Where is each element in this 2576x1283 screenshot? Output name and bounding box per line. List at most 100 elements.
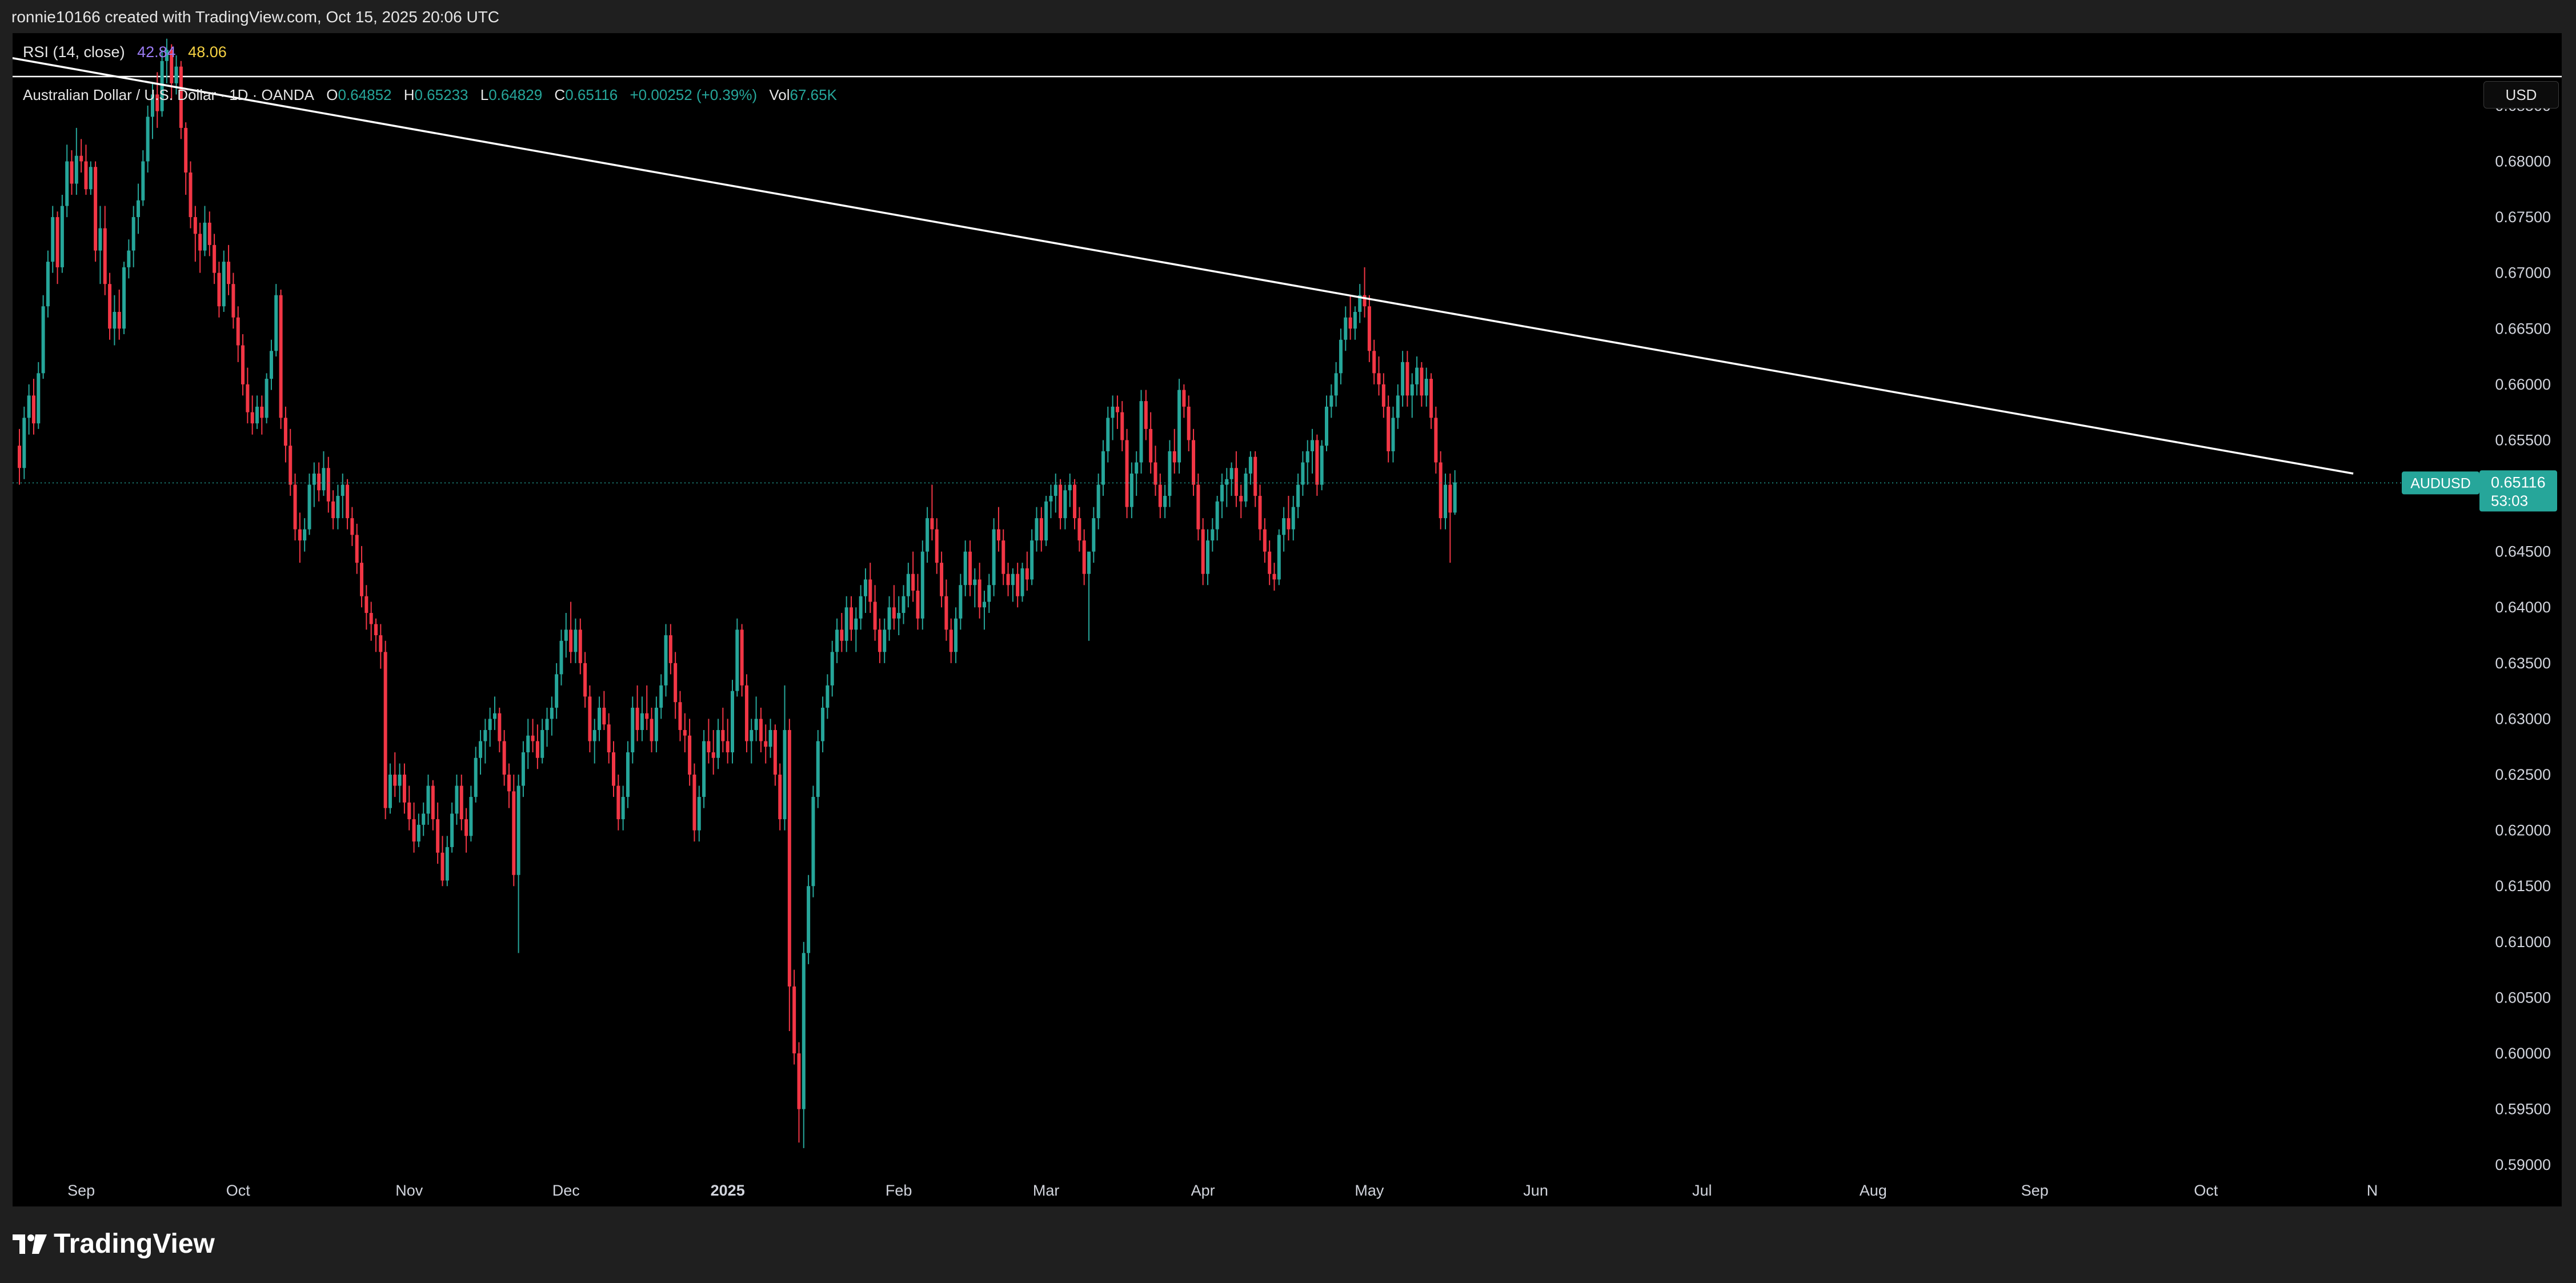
candle-body	[631, 707, 635, 752]
candle	[996, 507, 1000, 552]
candle	[977, 563, 981, 619]
candle	[1096, 474, 1100, 530]
y-axis-tick-label: 0.59500	[2495, 1101, 2551, 1118]
candle	[1268, 540, 1272, 586]
candle-body	[1087, 551, 1091, 574]
candle-body	[203, 222, 207, 251]
x-axis-tick-label: Jul	[1692, 1182, 1712, 1199]
candle	[697, 785, 701, 842]
candle-body	[555, 674, 559, 708]
candle-body	[98, 228, 102, 251]
candle-body	[1168, 451, 1172, 496]
candle	[184, 122, 188, 195]
symbol-legend[interactable]: Australian Dollar / U.S. Dollar · 1D · O…	[23, 86, 845, 104]
candle-body	[1339, 339, 1343, 374]
candle	[1125, 428, 1129, 519]
candle-body	[184, 127, 188, 173]
candle-body	[811, 797, 815, 887]
candle-body	[426, 785, 430, 814]
candle-body	[207, 222, 211, 245]
candle	[283, 406, 287, 463]
candle-body	[1282, 518, 1286, 535]
candle	[41, 295, 45, 379]
candle-body	[574, 630, 578, 652]
candle	[369, 602, 373, 641]
currency-selector[interactable]: USD	[2483, 81, 2559, 109]
candle	[688, 719, 692, 786]
y-axis-tick-label: 0.67000	[2495, 264, 2551, 282]
trendline[interactable]	[13, 57, 2354, 475]
candle-body	[977, 579, 981, 608]
candle-body	[1424, 379, 1428, 396]
candle	[740, 624, 744, 697]
rsi-value-2: 48.06	[188, 43, 227, 61]
x-axis-tick-label: Nov	[395, 1182, 423, 1199]
candle-body	[859, 596, 863, 619]
candle	[830, 640, 834, 697]
candle	[407, 785, 411, 831]
rsi-value-1: 42.84	[137, 43, 176, 61]
candle	[526, 719, 530, 769]
candle-body	[307, 484, 311, 530]
candle	[165, 38, 169, 83]
candle	[916, 574, 920, 630]
candle	[1149, 412, 1153, 474]
candlestick-chart[interactable]: 0.685000.680000.675000.670000.665000.660…	[13, 33, 2562, 1206]
candle	[1039, 507, 1043, 552]
candle	[1030, 529, 1034, 586]
candle-body	[1405, 362, 1409, 396]
candle-body	[1030, 540, 1034, 580]
candle	[1163, 484, 1167, 519]
symbol-tag[interactable]: AUDUSD	[2402, 471, 2479, 495]
candle-body	[193, 217, 197, 234]
candle	[1363, 267, 1367, 318]
candle-body	[1363, 295, 1367, 307]
candle-body	[850, 607, 853, 630]
y-axis-tick-label: 0.65500	[2495, 431, 2551, 448]
rsi-indicator-header[interactable]: RSI (14, close) 42.84 48.06	[23, 43, 235, 61]
candle	[108, 272, 112, 340]
candle	[213, 234, 217, 284]
candle-body	[265, 379, 269, 418]
candle-body	[764, 741, 768, 747]
symbol-tag-bg	[2402, 471, 2479, 495]
candle	[1187, 395, 1191, 451]
candle	[1387, 395, 1391, 463]
candle-body	[1111, 406, 1115, 418]
candle-body	[70, 161, 74, 184]
x-axis-tick-label: Sep	[2021, 1182, 2049, 1199]
candle	[1444, 474, 1447, 530]
candle	[279, 289, 283, 429]
candle	[60, 195, 64, 273]
candle-body	[726, 741, 730, 752]
low-label: L	[480, 86, 489, 103]
x-axis-tick-label: Feb	[886, 1182, 912, 1199]
candle-body	[854, 618, 858, 630]
candle-body	[1415, 367, 1419, 384]
candle-body	[840, 630, 844, 641]
chart-panel[interactable]: 0.685000.680000.675000.670000.665000.660…	[13, 33, 2562, 1206]
candle-body	[863, 579, 867, 596]
candle	[1377, 356, 1381, 396]
candle-body	[1115, 406, 1119, 412]
candle	[1353, 306, 1357, 340]
candle	[1344, 306, 1348, 351]
candle-body	[1006, 574, 1010, 586]
close-value: 0.65116	[565, 86, 618, 103]
candle-body	[103, 228, 107, 284]
candle-body	[108, 284, 112, 329]
candle-body	[1258, 496, 1262, 530]
candle-body	[926, 518, 930, 552]
candle-body	[1172, 451, 1176, 463]
candle	[103, 206, 107, 295]
candle-body	[1139, 401, 1143, 463]
candle	[1339, 328, 1343, 384]
candle	[1405, 351, 1409, 407]
candle	[835, 618, 839, 663]
candle	[897, 596, 901, 636]
candle-body	[122, 267, 126, 329]
candle	[298, 512, 302, 563]
candle	[1381, 373, 1385, 418]
candle-body	[940, 563, 944, 596]
